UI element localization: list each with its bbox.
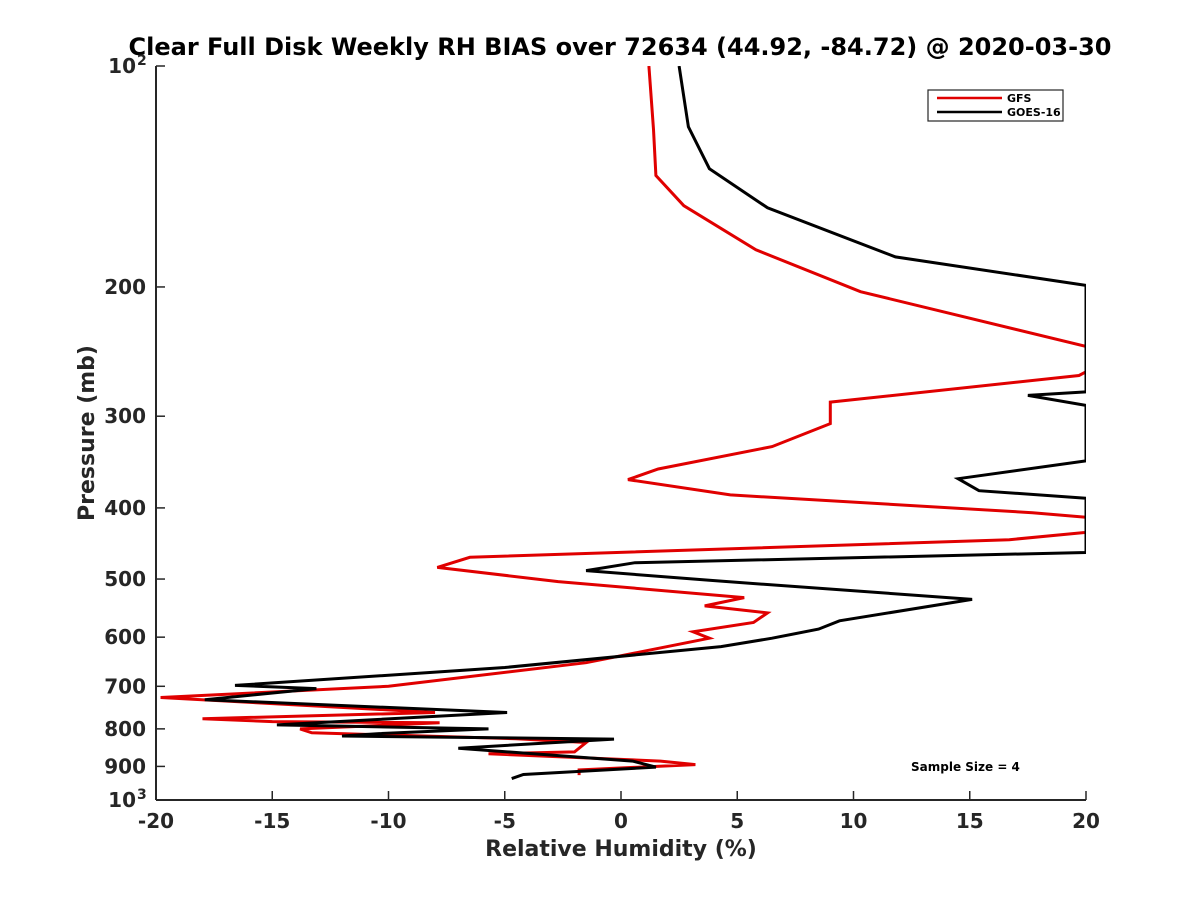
y-tick-exponent: 3: [137, 787, 147, 803]
y-tick-label: 10: [108, 788, 136, 812]
chart-title: Clear Full Disk Weekly RH BIAS over 7263…: [129, 33, 1112, 61]
y-axis-label: Pressure (mb): [75, 345, 100, 521]
legend-box: [927, 89, 1064, 122]
sample-size-annotation: Sample Size = 4: [911, 760, 1020, 774]
series-line-goes-16: [204, 66, 1086, 781]
legend: GFS GOES-16: [927, 89, 1064, 122]
x-tick-label: 0: [614, 809, 628, 833]
plot-area: [156, 66, 1086, 800]
y-tick-label: 700: [104, 674, 146, 698]
y-tick-label: 400: [104, 496, 146, 520]
x-tick-label: 5: [730, 809, 744, 833]
x-tick-label: -15: [254, 809, 290, 833]
x-tick-label: -20: [138, 809, 174, 833]
x-tick-label: -10: [370, 809, 406, 833]
series-layer: [160, 66, 1086, 781]
y-tick-label: 900: [104, 754, 146, 778]
x-tick-label: 20: [1072, 809, 1100, 833]
y-tick-label: 800: [104, 717, 146, 741]
x-tick-label: 15: [956, 809, 984, 833]
y-tick-label: 500: [104, 567, 146, 591]
legend-label-gfs: GFS: [1007, 92, 1032, 105]
x-axis-label: Relative Humidity (%): [485, 837, 757, 862]
y-tick-exponent: 2: [137, 53, 147, 69]
legend-label-goes-16: GOES-16: [1007, 106, 1061, 119]
y-tick-label: 10: [108, 54, 136, 78]
y-tick-label: 300: [104, 404, 146, 428]
x-tick-label: 10: [840, 809, 868, 833]
y-tick-label: 600: [104, 625, 146, 649]
y-tick-label: 200: [104, 275, 146, 299]
x-tick-label: -5: [494, 809, 516, 833]
